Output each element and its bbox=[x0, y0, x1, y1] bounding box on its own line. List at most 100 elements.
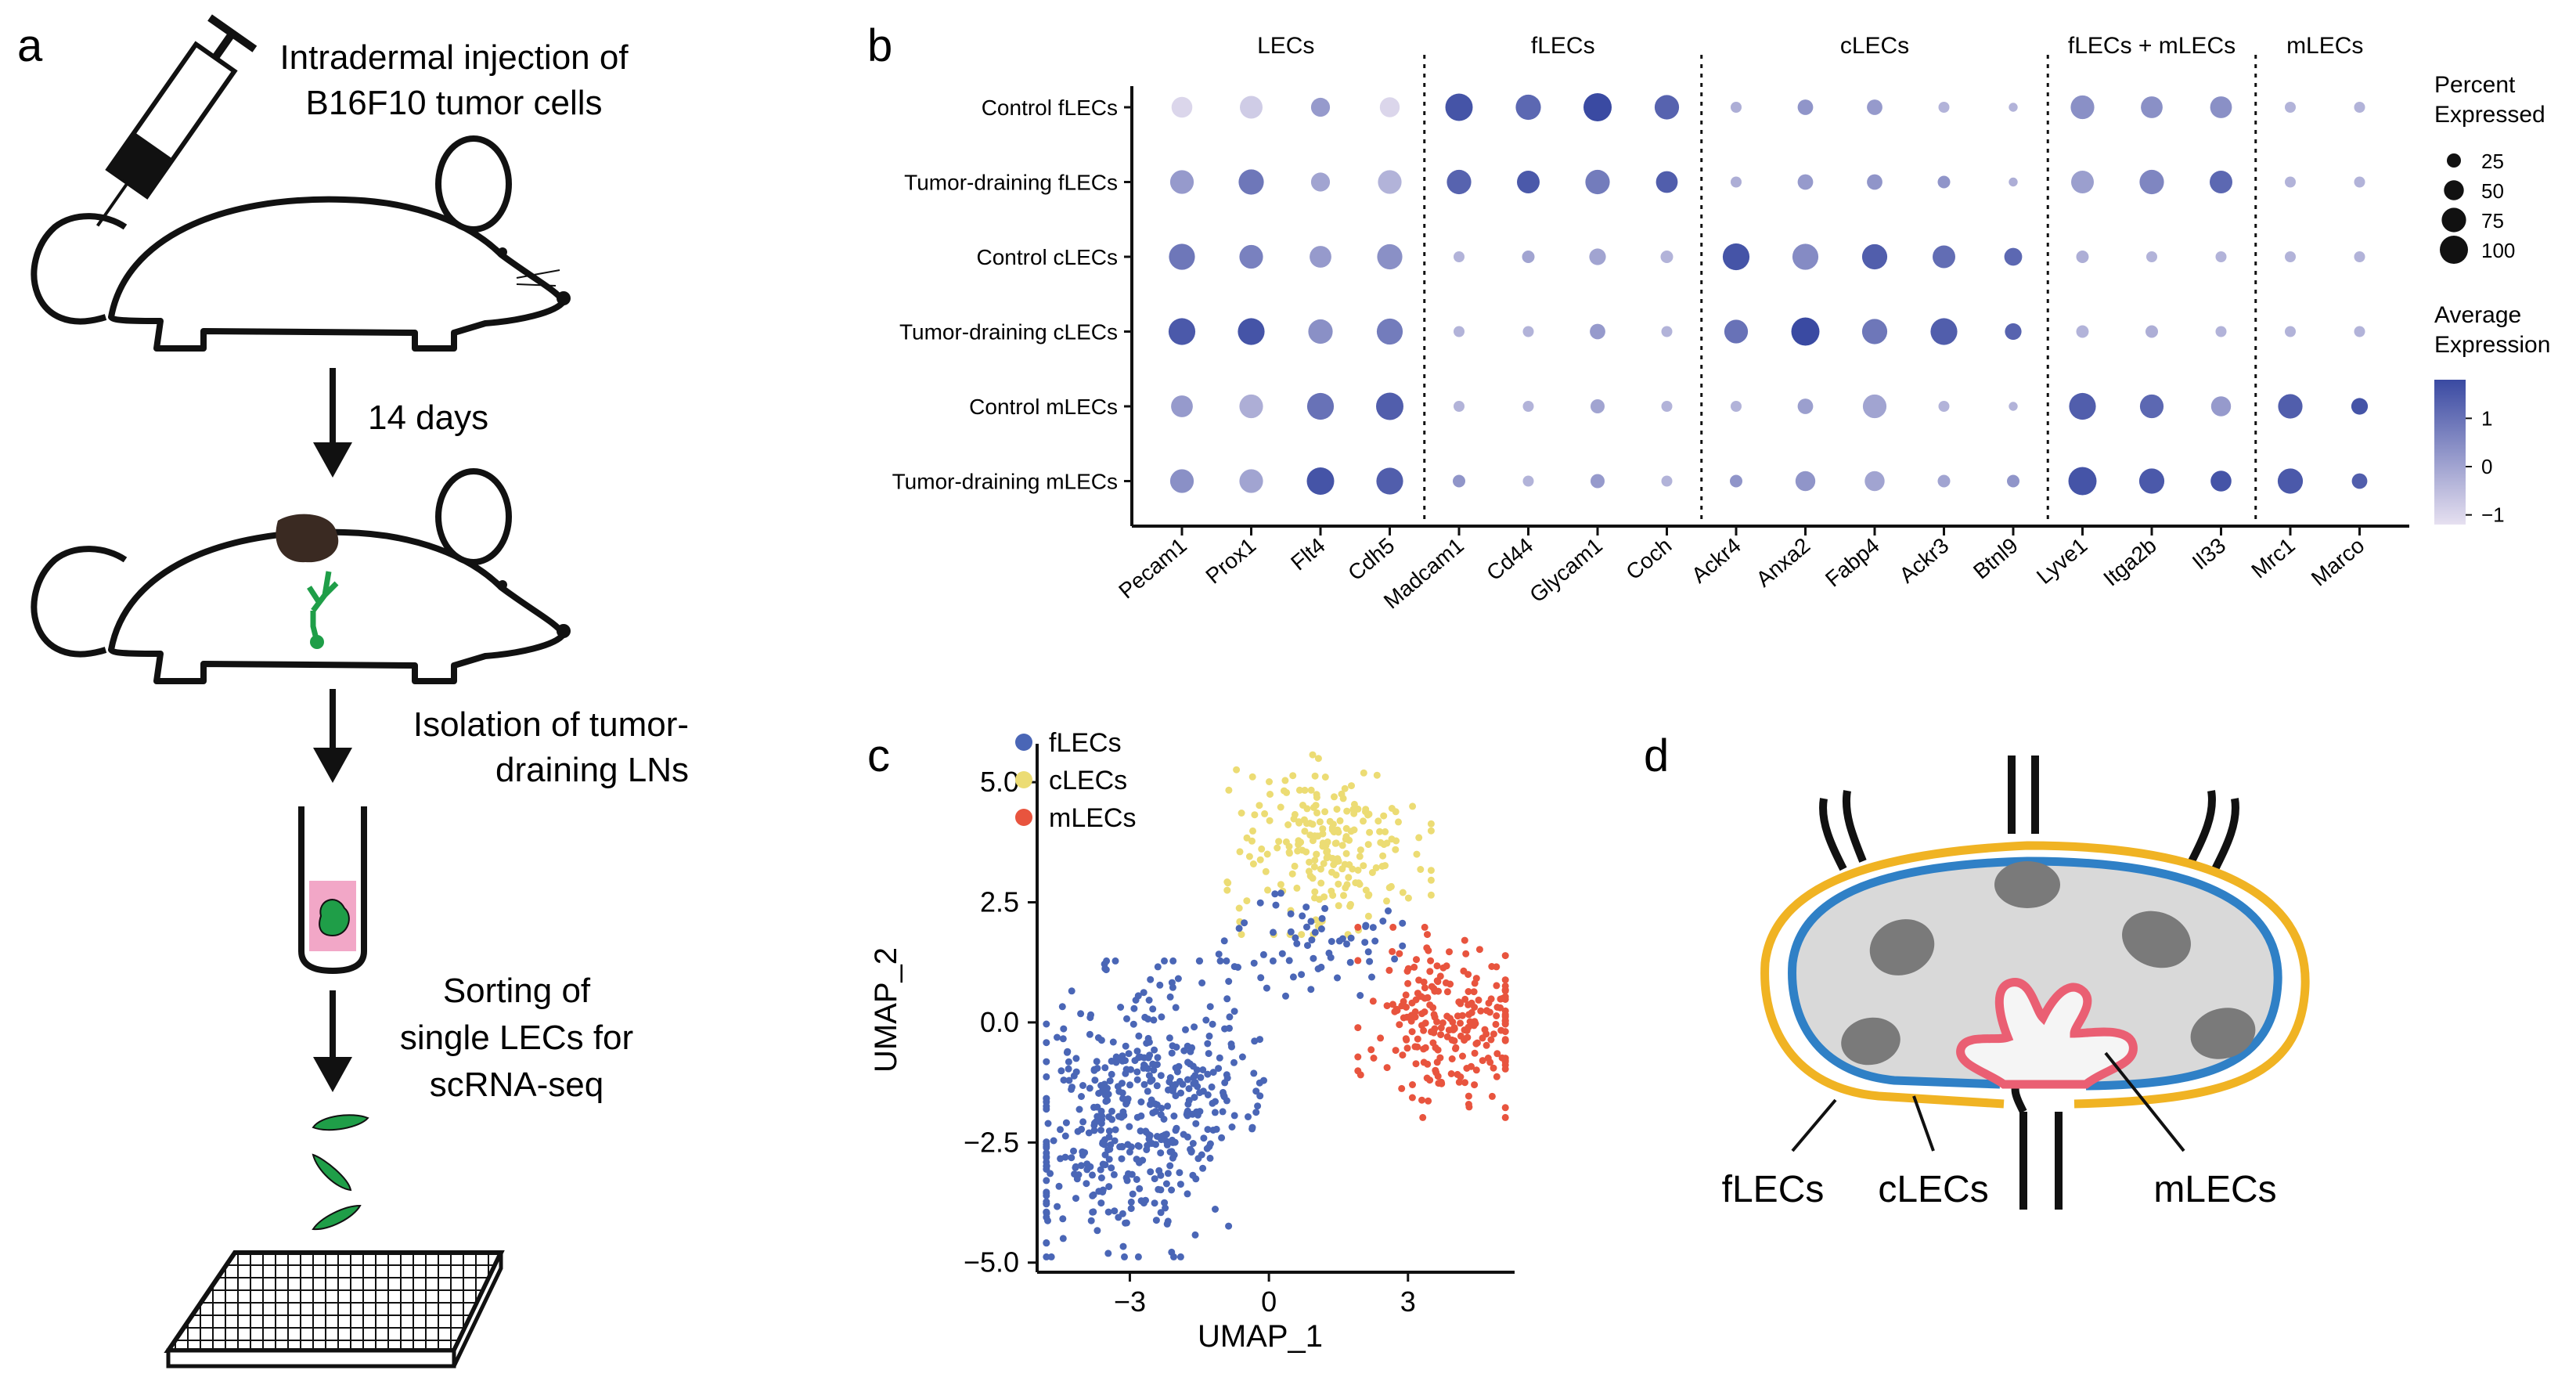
umap-point-fLECs bbox=[1161, 1199, 1169, 1206]
umap-point-cLECs bbox=[1311, 856, 1319, 864]
x-tick-label: 3 bbox=[1400, 1286, 1416, 1318]
umap-point-cLECs bbox=[1338, 790, 1346, 798]
umap-point-fLECs bbox=[1112, 1058, 1120, 1066]
step-days: 14 days bbox=[368, 398, 488, 437]
umap-point-cLECs bbox=[1364, 841, 1372, 849]
umap-point-fLECs bbox=[1223, 1097, 1230, 1105]
umap-point-cLECs bbox=[1373, 771, 1381, 779]
umap-point-mLECs bbox=[1389, 947, 1396, 955]
gene-label: Glycam1 bbox=[1525, 533, 1607, 608]
umap-point-fLECs bbox=[1245, 1113, 1252, 1120]
expression-dot bbox=[2005, 323, 2022, 341]
umap-point-fLECs bbox=[1328, 938, 1335, 945]
umap-point-mLECs bbox=[1490, 1030, 1497, 1038]
umap-point-cLECs bbox=[1392, 846, 1400, 853]
panel-a: a Intradermal injection of B16F10 tumor … bbox=[17, 14, 689, 1369]
umap-point-fLECs bbox=[1199, 1164, 1207, 1172]
umap-point-fLECs bbox=[1103, 957, 1111, 965]
umap-point-fLECs bbox=[1057, 1126, 1064, 1134]
umap-point-fLECs bbox=[1158, 1013, 1166, 1021]
umap-point-fLECs bbox=[1105, 1133, 1113, 1141]
umap-point-fLECs bbox=[1195, 957, 1203, 965]
umap-point-cLECs bbox=[1282, 838, 1290, 846]
umap-point-fLECs bbox=[1293, 939, 1301, 947]
expression-dot bbox=[1376, 318, 1403, 345]
umap-point-fLECs bbox=[1119, 1108, 1127, 1116]
umap-point-fLECs bbox=[1334, 974, 1341, 982]
umap-point-fLECs bbox=[1043, 1253, 1050, 1260]
umap-point-fLECs bbox=[1083, 1166, 1091, 1174]
expression-dot bbox=[2285, 326, 2296, 337]
umap-point-fLECs bbox=[1090, 1191, 1097, 1199]
umap-point-fLECs bbox=[1166, 993, 1174, 1001]
umap-point-fLECs bbox=[1064, 1048, 1072, 1055]
row-label: Control cLECs bbox=[976, 245, 1118, 269]
umap-point-fLECs bbox=[1310, 954, 1317, 962]
umap-point-fLECs bbox=[1144, 1087, 1151, 1095]
umap-point-mLECs bbox=[1472, 975, 1480, 983]
umap-point-mLECs bbox=[1392, 1047, 1400, 1055]
umap-ylabel: UMAP_2 bbox=[869, 947, 903, 1073]
umap-point-cLECs bbox=[1321, 774, 1329, 781]
expression-dot bbox=[1240, 96, 1263, 119]
umap-point-fLECs bbox=[1060, 1076, 1068, 1084]
umap-point-mLECs bbox=[1354, 957, 1362, 965]
umap-point-fLECs bbox=[1154, 1054, 1162, 1062]
umap-point-mLECs bbox=[1492, 1020, 1500, 1028]
umap-point-cLECs bbox=[1380, 841, 1388, 849]
umap-point-fLECs bbox=[1158, 1132, 1166, 1140]
umap-point-cLECs bbox=[1310, 863, 1318, 871]
umap-point-mLECs bbox=[1437, 1031, 1445, 1039]
umap-point-cLECs bbox=[1380, 812, 1388, 820]
umap-point-fLECs bbox=[1097, 1082, 1105, 1089]
umap-point-cLECs bbox=[1275, 838, 1283, 846]
size-legend-value: 75 bbox=[2481, 209, 2504, 233]
umap-point-fLECs bbox=[1379, 918, 1387, 925]
legend-label-mLECs: mLECs bbox=[1049, 803, 1136, 833]
umap-point-fLECs bbox=[1184, 1190, 1191, 1198]
umap-point-fLECs bbox=[1054, 1203, 1061, 1210]
umap-point-fLECs bbox=[1184, 1112, 1191, 1120]
umap-point-mLECs bbox=[1493, 1050, 1501, 1058]
umap-point-cLECs bbox=[1335, 880, 1342, 888]
expression-dot bbox=[1661, 401, 1673, 412]
umap-point-fLECs bbox=[1131, 1057, 1139, 1065]
umap-point-cLECs bbox=[1233, 766, 1241, 774]
expression-dot bbox=[1171, 395, 1193, 417]
umap-point-fLECs bbox=[1371, 937, 1379, 945]
umap-point-fLECs bbox=[1072, 1195, 1079, 1203]
umap-point-cLECs bbox=[1245, 853, 1253, 860]
umap-point-fLECs bbox=[1083, 1180, 1090, 1188]
expression-dot bbox=[2351, 398, 2369, 415]
umap-point-fLECs bbox=[1089, 1171, 1096, 1179]
umap-point-fLECs bbox=[1343, 940, 1350, 948]
umap-point-mLECs bbox=[1431, 987, 1439, 995]
size-legend-dot bbox=[2447, 153, 2461, 168]
expression-dot bbox=[2068, 467, 2097, 496]
expression-dot bbox=[1169, 170, 1194, 194]
expression-dot bbox=[1938, 401, 1950, 412]
umap-point-mLECs bbox=[1465, 1103, 1473, 1111]
umap-point-cLECs bbox=[1274, 844, 1281, 852]
umap-point-fLECs bbox=[1093, 1058, 1101, 1066]
step-sorting-line2: single LECs for bbox=[400, 1019, 633, 1057]
umap-point-mLECs bbox=[1472, 1019, 1479, 1027]
umap-point-fLECs bbox=[1043, 1095, 1050, 1102]
umap-point-fLECs bbox=[1122, 1057, 1129, 1065]
umap-point-cLECs bbox=[1342, 824, 1350, 832]
umap-point-cLECs bbox=[1354, 805, 1362, 813]
umap-point-fLECs bbox=[1221, 1079, 1229, 1087]
expression-dot bbox=[1591, 399, 1605, 413]
umap-point-fLECs bbox=[1135, 1032, 1143, 1040]
umap-point-cLECs bbox=[1311, 772, 1319, 780]
umap-point-fLECs bbox=[1368, 973, 1375, 981]
umap-point-cLECs bbox=[1319, 839, 1327, 847]
umap-point-cLECs bbox=[1346, 903, 1354, 910]
umap-point-fLECs bbox=[1115, 1214, 1122, 1221]
umap-point-mLECs bbox=[1497, 1026, 1505, 1034]
size-legend-dot bbox=[2440, 236, 2468, 264]
umap-point-fLECs bbox=[1059, 1035, 1067, 1043]
umap-point-mLECs bbox=[1477, 1007, 1485, 1015]
umap-point-fLECs bbox=[1325, 949, 1333, 957]
umap-point-mLECs bbox=[1427, 957, 1435, 965]
